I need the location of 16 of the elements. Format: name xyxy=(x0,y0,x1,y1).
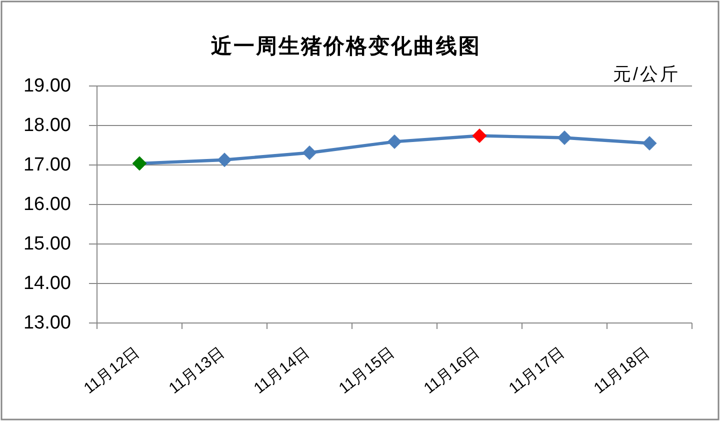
x-tick-label: 11月16日 xyxy=(421,344,483,398)
x-tick-label: 11月18日 xyxy=(591,344,653,398)
y-tick-label: 16.00 xyxy=(23,194,71,215)
y-tick-label: 13.00 xyxy=(23,312,71,334)
y-tick-label: 18.00 xyxy=(23,115,71,136)
y-tick-label: 14.00 xyxy=(23,273,71,294)
x-tick-label: 11月12日 xyxy=(81,344,143,398)
x-tick-label: 11月13日 xyxy=(166,344,228,398)
title: 近一周生猪价格变化曲线图 xyxy=(211,35,481,58)
y-axis-title: 元/公斤 xyxy=(612,64,680,84)
x-tick-label: 11月14日 xyxy=(251,344,313,398)
y-tick-label: 15.00 xyxy=(23,234,71,254)
x-tick-label: 11月15日 xyxy=(336,344,398,398)
x-tick-label: 11月17日 xyxy=(506,344,568,398)
y-tick-label: 17.00 xyxy=(23,154,71,176)
y-tick-label: 19.00 xyxy=(23,76,71,96)
